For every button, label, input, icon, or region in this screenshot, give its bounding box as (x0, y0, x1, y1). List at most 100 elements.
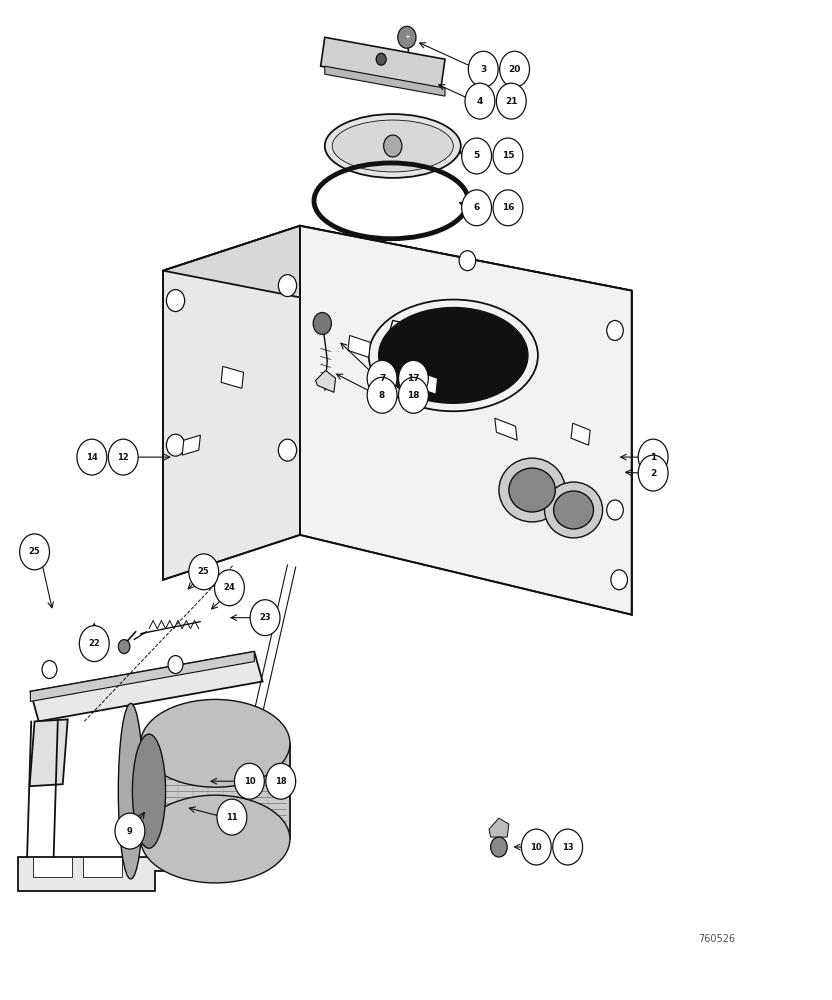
Circle shape (215, 570, 245, 606)
Text: 21: 21 (505, 97, 518, 106)
Circle shape (313, 313, 331, 334)
Circle shape (118, 640, 130, 654)
Polygon shape (163, 226, 631, 335)
Ellipse shape (132, 734, 166, 848)
Text: 23: 23 (260, 613, 271, 622)
Polygon shape (571, 423, 590, 445)
Circle shape (465, 83, 495, 119)
Polygon shape (495, 418, 518, 440)
Text: 9: 9 (127, 827, 133, 836)
Text: 1: 1 (650, 453, 656, 462)
Circle shape (235, 763, 265, 799)
Circle shape (108, 439, 138, 475)
Circle shape (399, 360, 428, 396)
Circle shape (491, 837, 508, 857)
Polygon shape (324, 66, 445, 96)
Text: 7: 7 (379, 374, 385, 383)
Polygon shape (31, 652, 263, 721)
Polygon shape (315, 370, 335, 392)
Circle shape (638, 455, 668, 491)
Ellipse shape (499, 458, 565, 522)
Circle shape (607, 320, 623, 340)
Circle shape (398, 26, 416, 48)
Polygon shape (300, 226, 631, 615)
Polygon shape (18, 857, 176, 891)
Text: 18: 18 (275, 777, 286, 786)
Text: 2: 2 (650, 469, 656, 478)
Text: 20: 20 (508, 65, 521, 74)
Ellipse shape (553, 491, 593, 529)
Circle shape (77, 439, 106, 475)
Text: 12: 12 (117, 453, 129, 462)
Circle shape (189, 554, 219, 590)
Polygon shape (31, 652, 255, 701)
Circle shape (459, 251, 476, 271)
Text: 13: 13 (562, 843, 573, 852)
Circle shape (384, 135, 402, 157)
Circle shape (217, 799, 247, 835)
Circle shape (166, 434, 185, 456)
Polygon shape (221, 366, 244, 388)
Circle shape (376, 53, 386, 65)
Circle shape (266, 763, 295, 799)
Circle shape (607, 500, 623, 520)
Ellipse shape (379, 308, 528, 403)
Circle shape (367, 377, 397, 413)
Circle shape (493, 190, 522, 226)
Circle shape (166, 290, 185, 312)
Text: 4: 4 (477, 97, 483, 106)
Text: 14: 14 (86, 453, 97, 462)
Polygon shape (182, 435, 201, 455)
Polygon shape (416, 371, 438, 394)
Ellipse shape (332, 120, 453, 172)
Text: 25: 25 (198, 567, 210, 576)
Text: 760526: 760526 (698, 934, 735, 944)
Text: 3: 3 (480, 65, 487, 74)
Circle shape (500, 51, 529, 87)
Text: +: + (404, 34, 410, 40)
Polygon shape (320, 37, 445, 88)
Ellipse shape (141, 699, 290, 787)
Text: 18: 18 (407, 391, 419, 400)
Circle shape (522, 829, 552, 865)
Text: 6: 6 (473, 203, 480, 212)
Text: 10: 10 (531, 843, 542, 852)
Circle shape (367, 360, 397, 396)
Text: 11: 11 (226, 813, 238, 822)
Circle shape (279, 439, 296, 461)
Circle shape (399, 377, 428, 413)
Circle shape (79, 626, 109, 662)
Circle shape (115, 813, 145, 849)
Ellipse shape (118, 703, 143, 879)
Ellipse shape (544, 482, 602, 538)
Text: 5: 5 (473, 151, 480, 160)
Circle shape (552, 829, 582, 865)
Polygon shape (348, 335, 370, 357)
Circle shape (42, 661, 57, 679)
Circle shape (250, 600, 280, 636)
Text: 8: 8 (379, 391, 385, 400)
Circle shape (468, 51, 498, 87)
Text: 25: 25 (28, 547, 41, 556)
Polygon shape (489, 818, 509, 837)
Circle shape (493, 138, 522, 174)
Circle shape (462, 190, 492, 226)
Circle shape (168, 656, 183, 674)
Text: 15: 15 (502, 151, 514, 160)
Polygon shape (82, 857, 121, 877)
Ellipse shape (509, 468, 555, 512)
Circle shape (638, 439, 668, 475)
Circle shape (279, 275, 296, 297)
Polygon shape (33, 857, 72, 877)
Circle shape (462, 138, 492, 174)
Circle shape (20, 534, 49, 570)
Text: 10: 10 (244, 777, 255, 786)
Text: 17: 17 (407, 374, 419, 383)
Polygon shape (141, 743, 290, 839)
Polygon shape (163, 226, 300, 580)
Circle shape (611, 570, 627, 590)
Polygon shape (30, 719, 67, 786)
Text: 22: 22 (88, 639, 100, 648)
Text: 24: 24 (224, 583, 235, 592)
Ellipse shape (141, 795, 290, 883)
